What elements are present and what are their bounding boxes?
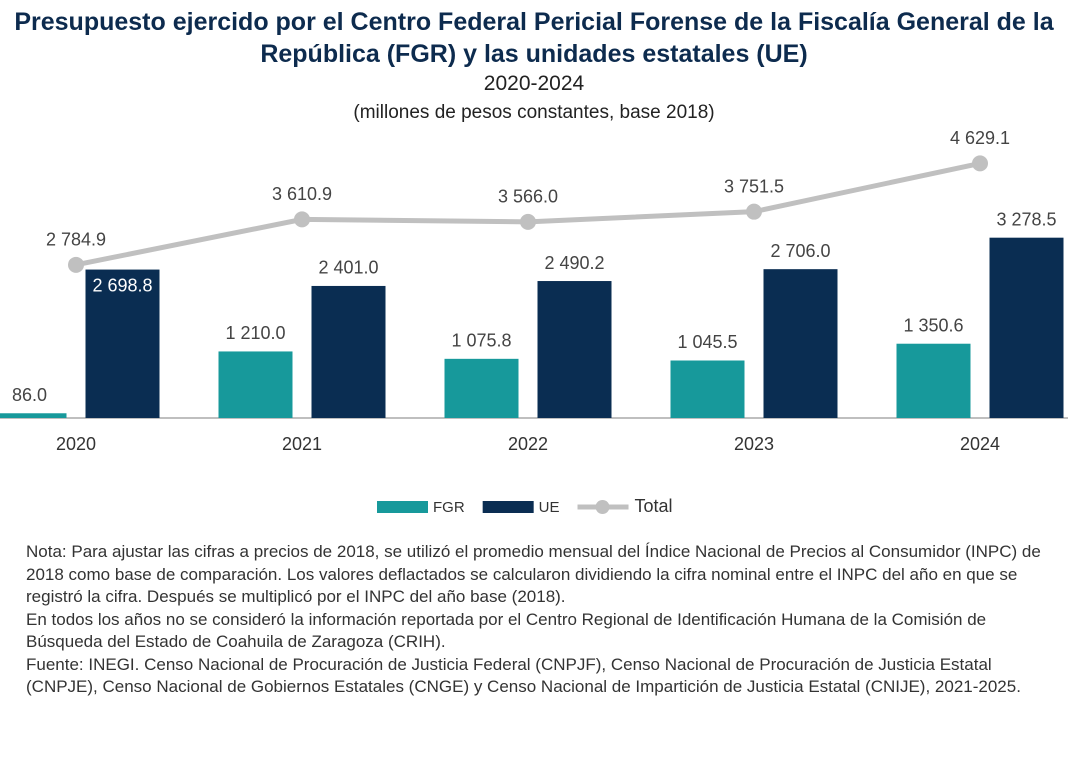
data-label: 2 490.2 (544, 253, 604, 273)
x-tick-label: 2024 (960, 434, 1000, 454)
data-label: 3 610.9 (272, 184, 332, 204)
data-label: 2 706.0 (770, 241, 830, 261)
chart: 2020 2021 2022 2023 2024 86.0 1 210.0 1 075.8 1 … (0, 128, 1068, 516)
line-point (972, 155, 988, 172)
units-note: (millones de pesos constantes, base 2018… (353, 102, 715, 123)
bar (537, 281, 612, 418)
legend-swatch (482, 501, 534, 513)
data-label: 1 075.8 (451, 331, 511, 351)
note: Fuente: INEGI. Censo Nacional de Procura… (26, 654, 1021, 697)
note: Nota: Para ajustar las cifras a precios … (26, 542, 1041, 606)
legend-label: FGR (433, 499, 465, 516)
data-label: 3 751.5 (724, 176, 784, 196)
data-label: 2 698.8 (92, 275, 152, 295)
bar (0, 413, 67, 418)
data-label: 1 210.0 (225, 323, 285, 343)
chart-subtitle: 2020-2024 (483, 72, 585, 95)
bar (670, 360, 745, 418)
data-label: 86.0 (12, 385, 47, 405)
bar (444, 358, 519, 418)
x-tick-label: 2021 (282, 434, 322, 454)
bar (311, 285, 386, 418)
notes: Nota: Para ajustar las cifras a precios … (26, 541, 1062, 699)
chart-title: Presupuesto ejercido por el Centro Feder… (14, 8, 1054, 68)
x-tick-label: 2022 (508, 434, 548, 454)
bar (85, 269, 160, 418)
bar (896, 343, 971, 418)
data-label: 3 278.5 (996, 209, 1056, 229)
data-label: 3 566.0 (498, 187, 558, 207)
data-label: 2 784.9 (46, 230, 106, 250)
x-tick-label: 2020 (56, 434, 96, 454)
line-point (520, 213, 536, 230)
line-point (294, 211, 310, 228)
legend-swatch (377, 501, 428, 513)
legend-label: Total (635, 496, 673, 516)
data-label: 4 629.1 (950, 128, 1010, 148)
line-point (68, 256, 84, 273)
data-label: 1 045.5 (677, 332, 737, 352)
bar (218, 351, 293, 418)
note: En todos los años no se consideró la inf… (26, 609, 987, 652)
line-point (746, 203, 762, 220)
legend-label: UE (539, 499, 560, 516)
bar (989, 237, 1064, 418)
bar (763, 269, 838, 418)
legend-swatch (595, 500, 610, 514)
data-label: 2 401.0 (318, 258, 378, 278)
x-tick-label: 2023 (734, 434, 774, 454)
data-label: 1 350.6 (903, 315, 963, 335)
